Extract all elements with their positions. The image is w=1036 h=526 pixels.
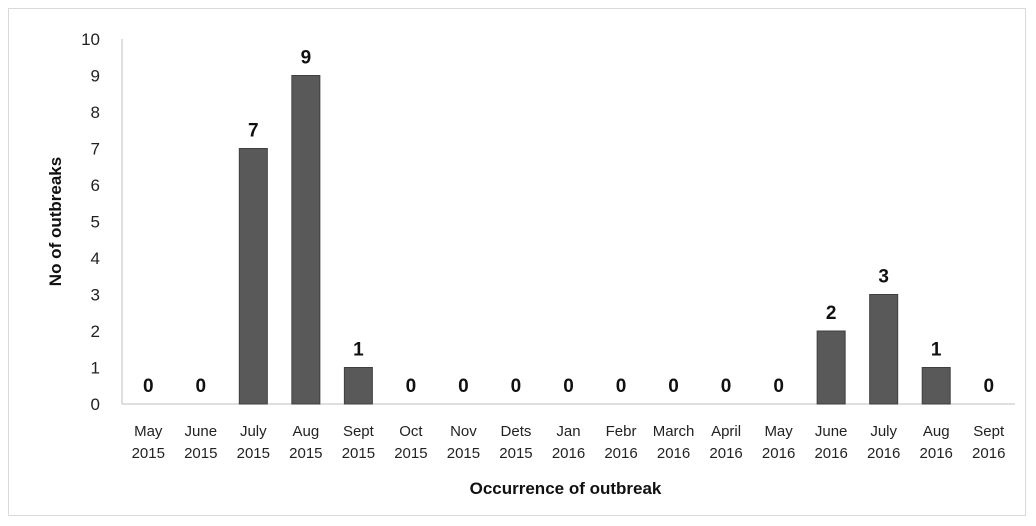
category-label-year: 2015: [132, 445, 165, 462]
data-label: 2: [826, 303, 837, 324]
bar: [238, 148, 268, 405]
y-tick-label: 0: [91, 395, 100, 414]
bar: [869, 294, 899, 405]
bars: [238, 75, 951, 405]
y-tick-label: 6: [91, 176, 100, 195]
bar: [291, 75, 321, 405]
category-label-month: July: [870, 423, 897, 440]
data-label: 0: [616, 376, 627, 397]
category-label-year: 2015: [499, 445, 532, 462]
category-label-month: Aug: [923, 423, 950, 440]
bar: [343, 367, 373, 405]
data-label: 0: [406, 376, 417, 397]
x-axis-title: Occurrence of outbreak: [470, 479, 662, 498]
category-label-month: Oct: [399, 423, 423, 440]
data-label: 0: [773, 376, 784, 397]
category-label-month: Nov: [450, 423, 477, 440]
y-tick-label: 3: [91, 286, 100, 305]
category-label-month: Dets: [501, 423, 532, 440]
category-label-month: Aug: [293, 423, 320, 440]
data-label: 1: [931, 340, 942, 361]
data-label: 0: [721, 376, 732, 397]
category-label-month: June: [815, 423, 848, 440]
y-tick-label: 1: [91, 359, 100, 378]
y-tick-label: 9: [91, 67, 100, 86]
y-tick-label: 7: [91, 140, 100, 159]
category-label-month: Sept: [343, 423, 375, 440]
category-label-year: 2016: [867, 445, 900, 462]
category-label-year: 2016: [552, 445, 585, 462]
category-label-month: Sept: [973, 423, 1005, 440]
category-label-year: 2016: [657, 445, 690, 462]
category-label-month: Febr: [606, 423, 637, 440]
category-label-year: 2015: [289, 445, 322, 462]
category-label-month: May: [764, 423, 793, 440]
category-label-year: 2016: [920, 445, 953, 462]
y-tick-label: 5: [91, 213, 100, 232]
category-label-month: June: [185, 423, 218, 440]
category-label-year: 2015: [184, 445, 217, 462]
category-label-year: 2015: [342, 445, 375, 462]
category-label-month: March: [653, 423, 695, 440]
category-label-year: 2015: [394, 445, 427, 462]
category-label-month: May: [134, 423, 163, 440]
y-axis-ticks: 0 1 2 3 4 5 6 7 8 9 10: [81, 30, 100, 414]
category-label-year: 2016: [709, 445, 742, 462]
data-label: 0: [983, 376, 994, 397]
y-tick-label: 4: [91, 249, 100, 268]
y-tick-label: 8: [91, 103, 100, 122]
y-tick-label: 2: [91, 322, 100, 341]
bar: [816, 330, 846, 405]
bar: [921, 367, 951, 405]
data-label: 1: [353, 340, 364, 361]
data-label: 0: [196, 376, 207, 397]
y-axis-title: No of outbreaks: [46, 157, 65, 286]
data-label: 0: [563, 376, 574, 397]
data-label: 0: [458, 376, 469, 397]
category-label-month: July: [240, 423, 267, 440]
data-label: 7: [248, 121, 259, 142]
category-label-year: 2016: [762, 445, 795, 462]
category-label-year: 2015: [237, 445, 270, 462]
data-labels: 0 0 7 9 1 0 0 0 0 0 0 0 0 2 3 1 0: [143, 48, 994, 398]
data-label: 0: [143, 376, 154, 397]
data-label: 3: [878, 267, 889, 288]
category-label-year: 2016: [604, 445, 637, 462]
category-label-year: 2015: [447, 445, 480, 462]
data-label: 0: [511, 376, 522, 397]
category-label-year: 2016: [814, 445, 847, 462]
data-label: 0: [668, 376, 679, 397]
data-label: 9: [301, 48, 312, 69]
category-label-month: April: [711, 423, 741, 440]
y-tick-label: 10: [81, 30, 100, 49]
category-label-year: 2016: [972, 445, 1005, 462]
chart-frame: [8, 8, 1026, 516]
category-label-month: Jan: [556, 423, 580, 440]
x-axis-categories: May 2015 June 2015 July 2015 Aug 2015 Sept 2015 Oc…: [132, 423, 1006, 462]
